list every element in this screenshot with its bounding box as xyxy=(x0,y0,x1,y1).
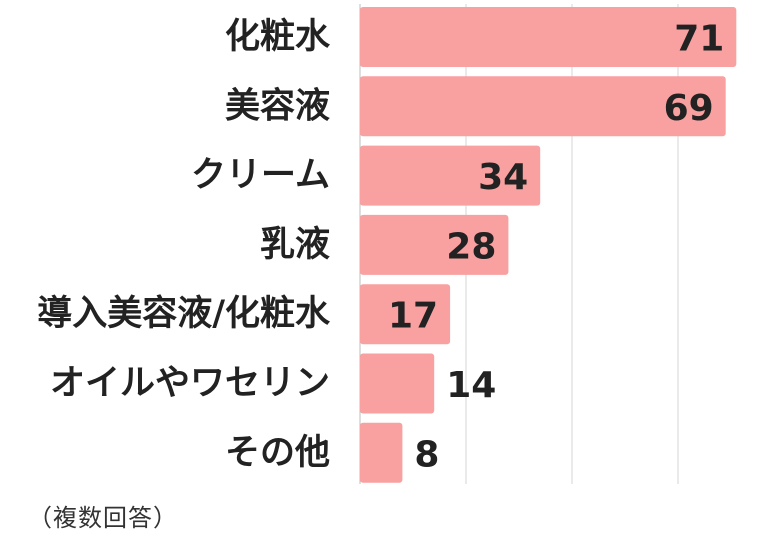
value-label-3: 34 xyxy=(478,157,528,198)
category-label-4: 乳液 xyxy=(260,225,330,265)
value-label-4: 28 xyxy=(446,226,496,267)
footnote: （複数回答） xyxy=(28,504,178,532)
bar-3 xyxy=(360,145,541,206)
bar-4 xyxy=(360,214,509,275)
category-label-2: 美容液 xyxy=(225,86,330,126)
category-label-7: その他 xyxy=(225,433,330,473)
bar-7 xyxy=(360,422,403,483)
value-label-5: 17 xyxy=(388,296,438,337)
category-label-5: 導入美容液/化粧水 xyxy=(37,294,331,334)
bar-1 xyxy=(360,7,737,67)
category-label-6: オイルやワセリン xyxy=(50,364,330,404)
category-label-3: クリーム xyxy=(191,156,330,196)
bar-6 xyxy=(360,353,435,414)
bar-2 xyxy=(360,76,726,137)
bar-5 xyxy=(360,284,451,345)
value-label-1: 71 xyxy=(674,19,724,60)
value-label-7: 8 xyxy=(414,434,439,475)
value-label-6: 14 xyxy=(446,365,496,406)
category-label-1: 化粧水 xyxy=(225,17,331,57)
value-label-2: 69 xyxy=(664,88,714,129)
